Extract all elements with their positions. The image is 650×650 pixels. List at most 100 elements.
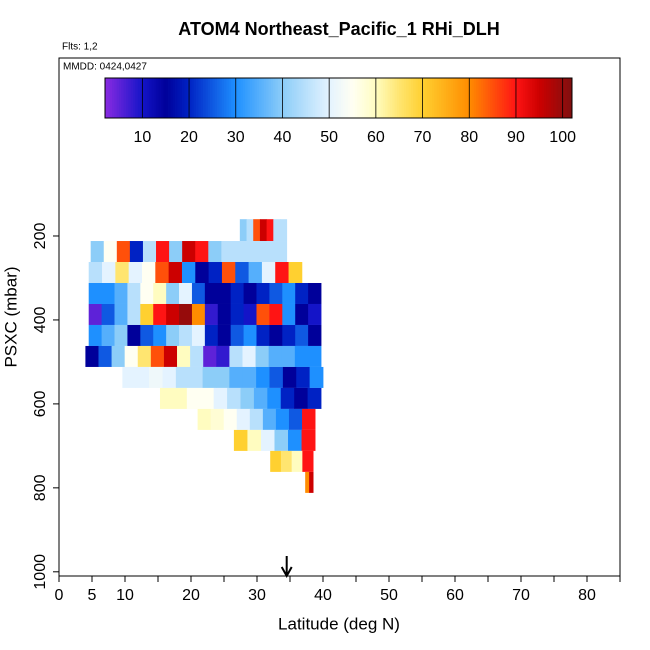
data-cell [295,282,309,304]
colorbar-slice [513,78,517,118]
data-cell [217,324,232,346]
data-cell [204,282,219,304]
data-cell [296,366,311,388]
colorbar-slice [464,78,468,118]
data-cell [308,282,322,304]
colorbar-slice [387,78,391,118]
colorbar-slice [560,78,564,118]
colorbar-slice [254,78,258,118]
data-cell [230,324,244,346]
data-cell [281,345,296,367]
colorbar-slice [198,78,202,118]
data-cell [85,345,99,367]
colorbar-slice [168,78,171,118]
colorbar-slice [382,78,386,118]
data-cell [307,387,322,409]
colorbar-slice [142,78,146,118]
data-cell [217,303,232,325]
colorbar-slice [240,78,244,118]
data-cell [249,408,264,430]
colorbar-slice [494,78,498,118]
data-cell [179,324,193,346]
x-tick-label: 30 [248,587,266,604]
colorbar-slice [105,78,108,118]
colorbar-slice [396,78,400,118]
data-cell [88,282,103,304]
data-cell [182,241,196,263]
colorbar-slice [228,78,232,118]
colorbar-slice [378,78,381,118]
colorbar-slice [196,78,199,118]
data-cell [269,366,284,388]
colorbar-slice [266,78,269,118]
colorbar-slice [177,78,181,118]
colorbar-slice [497,78,501,118]
colorbar-slice [294,78,297,118]
colorbar-slice [508,78,512,118]
colorbar-slice [459,78,463,118]
data-cell [137,345,152,367]
data-cell [140,282,154,304]
colorbar-slice [359,78,363,118]
data-cell [230,282,244,304]
data-cell [159,387,174,409]
colorbar-slice [186,78,190,118]
data-cell [234,241,248,263]
data-cell [256,324,270,346]
colorbar-slice [133,78,136,118]
data-cell [240,387,255,409]
data-cell [181,262,196,283]
colorbar-slice [394,78,398,118]
colorbar-slice [191,78,195,118]
data-cell [273,219,281,242]
colorbar-slice [487,78,491,118]
data-cell [253,219,261,242]
data-cell [308,303,322,325]
colorbar-slice [471,78,475,118]
data-cell [191,303,206,325]
data-cell [302,450,314,472]
data-cell [127,324,141,346]
colorbar-slice [154,78,157,118]
colorbar-slice [567,78,571,118]
colorbar-slice [144,78,148,118]
colorbar-frame [104,77,573,119]
colorbar-slice [455,78,458,118]
colorbar-tick-label: 80 [460,129,478,146]
data-cell [88,324,103,346]
colorbar-slice [452,78,456,118]
colorbar-slice [268,78,272,118]
colorbar-slice [252,78,255,118]
colorbar-slice [324,78,328,118]
data-cell [197,408,212,430]
colorbar-slice [126,78,129,118]
colorbar-slice [380,78,384,118]
colorbar-slice [165,78,169,118]
data-cell [202,366,217,388]
data-cell [204,324,219,346]
colorbar-slice [333,78,337,118]
colorbar-slice [308,78,311,118]
data-cell [301,429,316,451]
data-cell [215,366,230,388]
colorbar-slice [541,78,545,118]
colorbar-slice [534,78,538,118]
colorbar-slice [329,78,332,118]
colorbar-slice [518,78,522,118]
colorbar-slice [217,78,220,118]
data-cell [242,366,257,388]
data-cell [294,387,308,409]
data-cell [129,241,144,263]
colorbar-slice [287,78,290,118]
colorbar-slice [315,78,318,118]
data-cell [295,303,309,325]
data-cell [307,345,322,367]
data-cell [288,262,303,283]
colorbar-slice [373,78,377,118]
data-cell [127,303,141,325]
data-cell [177,345,191,367]
colorbar-slice [224,78,227,118]
data-cell [247,241,261,263]
data-cell [124,345,139,367]
data-cell [288,408,303,430]
